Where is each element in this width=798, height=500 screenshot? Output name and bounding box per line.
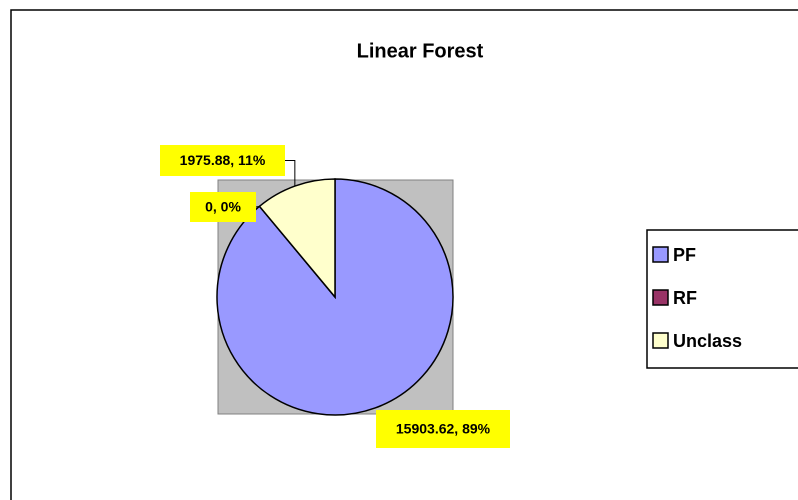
legend-label: RF [673,288,697,308]
data-label-bg [376,410,510,448]
data-label: 15903.62, 89% [396,421,491,437]
chart-title: Linear Forest [357,40,484,62]
data-label: 1975.88, 11% [180,152,266,168]
leader-line [285,160,296,187]
data-label-bg [190,192,256,222]
legend-swatch [652,332,669,349]
leader-line [255,205,260,208]
data-label: 0, 0% [205,199,241,215]
legend-box [646,229,798,369]
legend-swatch [652,246,669,263]
legend-label: Unclass [673,331,742,351]
data-label-bg [160,145,285,176]
legend-swatch [652,289,669,306]
legend-label: PF [673,245,696,265]
